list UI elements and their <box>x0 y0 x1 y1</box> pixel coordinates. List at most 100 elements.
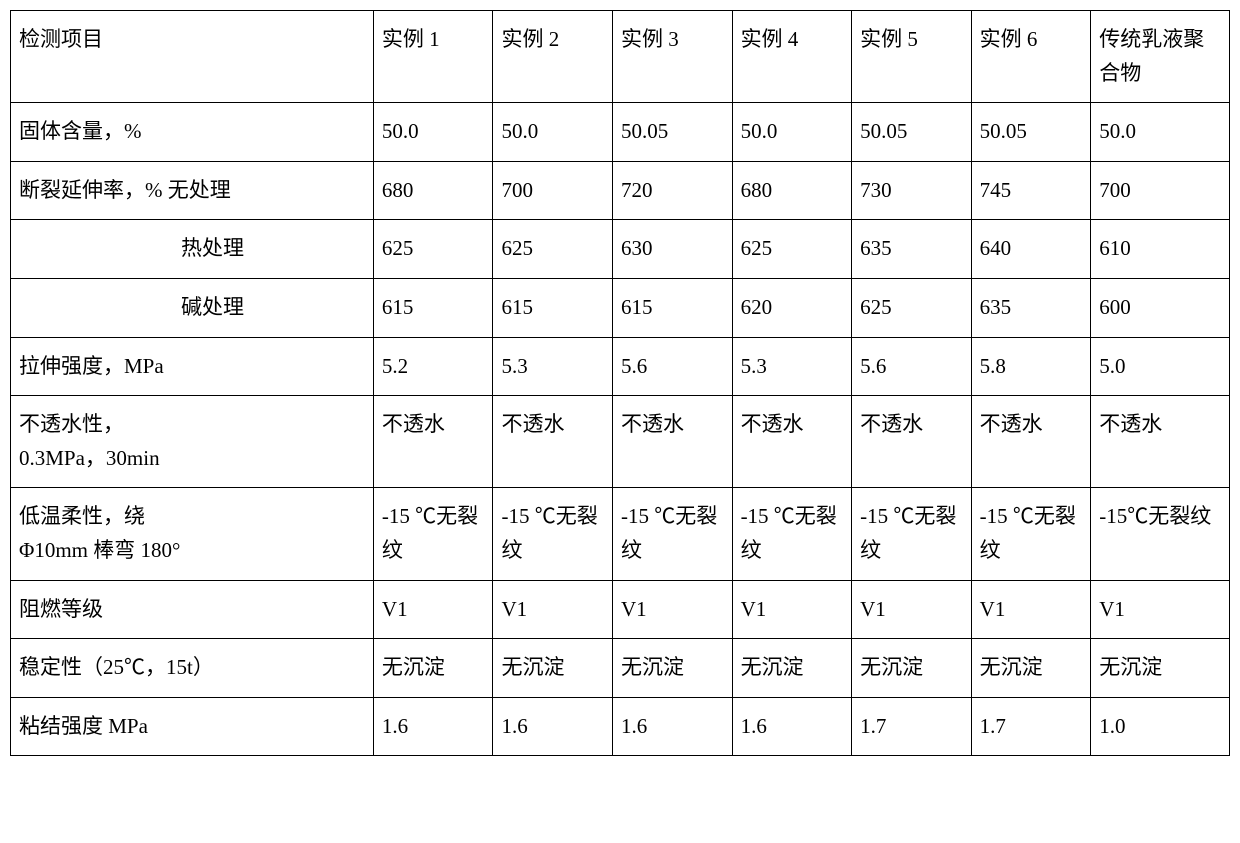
data-cell: 无沉淀 <box>373 639 493 698</box>
data-cell: V1 <box>852 580 972 639</box>
data-cell: 不透水 <box>493 396 613 488</box>
data-cell: 1.6 <box>493 697 613 756</box>
data-cell: 635 <box>971 278 1091 337</box>
row-label-cell: 碱处理 <box>11 278 374 337</box>
data-cell: 5.6 <box>613 337 733 396</box>
data-cell: 625 <box>732 220 852 279</box>
data-cell: V1 <box>732 580 852 639</box>
data-cell: 5.6 <box>852 337 972 396</box>
header-col-cell: 实例 6 <box>971 11 1091 103</box>
data-cell: 745 <box>971 161 1091 220</box>
data-cell: 720 <box>613 161 733 220</box>
table-header-row: 检测项目实例 1实例 2实例 3实例 4实例 5实例 6传统乳液聚合物 <box>11 11 1230 103</box>
data-cell: 610 <box>1091 220 1230 279</box>
data-table: 检测项目实例 1实例 2实例 3实例 4实例 5实例 6传统乳液聚合物固体含量，… <box>10 10 1230 756</box>
data-cell: 615 <box>613 278 733 337</box>
table-row: 热处理625625630625635640610 <box>11 220 1230 279</box>
data-cell: 1.7 <box>852 697 972 756</box>
header-col-cell: 实例 5 <box>852 11 972 103</box>
data-cell: -15℃无裂纹 <box>1091 488 1230 580</box>
data-cell: 50.0 <box>732 103 852 162</box>
data-cell: V1 <box>613 580 733 639</box>
data-cell: 1.6 <box>373 697 493 756</box>
data-cell: 50.05 <box>613 103 733 162</box>
data-cell: 无沉淀 <box>971 639 1091 698</box>
table-row: 阻燃等级V1V1V1V1V1V1V1 <box>11 580 1230 639</box>
data-cell: 5.0 <box>1091 337 1230 396</box>
data-cell: 无沉淀 <box>613 639 733 698</box>
data-cell: 615 <box>493 278 613 337</box>
table-row: 低温柔性，绕Φ10mm 棒弯 180°-15 ℃无裂纹-15 ℃无裂纹-15 ℃… <box>11 488 1230 580</box>
data-cell: 不透水 <box>732 396 852 488</box>
row-label-cell: 稳定性（25℃，15t） <box>11 639 374 698</box>
header-col-cell: 传统乳液聚合物 <box>1091 11 1230 103</box>
data-cell: 不透水 <box>852 396 972 488</box>
data-cell: 680 <box>732 161 852 220</box>
data-cell: 620 <box>732 278 852 337</box>
data-cell: 625 <box>373 220 493 279</box>
table-row: 粘结强度 MPa1.61.61.61.61.71.71.0 <box>11 697 1230 756</box>
row-label-cell: 固体含量，% <box>11 103 374 162</box>
data-cell: 5.3 <box>493 337 613 396</box>
table-row: 碱处理615615615620625635600 <box>11 278 1230 337</box>
data-cell: V1 <box>493 580 613 639</box>
data-cell: V1 <box>971 580 1091 639</box>
data-cell: 1.7 <box>971 697 1091 756</box>
data-cell: 5.8 <box>971 337 1091 396</box>
data-cell: V1 <box>373 580 493 639</box>
data-cell: V1 <box>1091 580 1230 639</box>
data-cell: 50.05 <box>852 103 972 162</box>
data-cell: -15 ℃无裂纹 <box>852 488 972 580</box>
data-cell: 625 <box>493 220 613 279</box>
data-cell: -15 ℃无裂纹 <box>732 488 852 580</box>
header-col-cell: 实例 1 <box>373 11 493 103</box>
data-cell: 1.6 <box>613 697 733 756</box>
table-row: 拉伸强度，MPa5.25.35.65.35.65.85.0 <box>11 337 1230 396</box>
table-body: 检测项目实例 1实例 2实例 3实例 4实例 5实例 6传统乳液聚合物固体含量，… <box>11 11 1230 756</box>
data-cell: -15 ℃无裂纹 <box>493 488 613 580</box>
data-cell: 不透水 <box>373 396 493 488</box>
row-label-cell: 粘结强度 MPa <box>11 697 374 756</box>
row-label-cell: 拉伸强度，MPa <box>11 337 374 396</box>
table-row: 断裂延伸率，% 无处理680700720680730745700 <box>11 161 1230 220</box>
data-cell: 5.2 <box>373 337 493 396</box>
data-cell: 635 <box>852 220 972 279</box>
data-cell: 615 <box>373 278 493 337</box>
row-label-cell: 阻燃等级 <box>11 580 374 639</box>
table-row: 固体含量，%50.050.050.0550.050.0550.0550.0 <box>11 103 1230 162</box>
data-cell: 700 <box>1091 161 1230 220</box>
data-cell: -15 ℃无裂纹 <box>373 488 493 580</box>
row-label-cell: 热处理 <box>11 220 374 279</box>
data-cell: 50.0 <box>373 103 493 162</box>
data-cell: 不透水 <box>613 396 733 488</box>
data-cell: 600 <box>1091 278 1230 337</box>
data-cell: 无沉淀 <box>1091 639 1230 698</box>
data-cell: 1.6 <box>732 697 852 756</box>
data-cell: 无沉淀 <box>852 639 972 698</box>
data-cell: 无沉淀 <box>732 639 852 698</box>
row-label-cell: 不透水性，0.3MPa，30min <box>11 396 374 488</box>
row-label-cell: 低温柔性，绕Φ10mm 棒弯 180° <box>11 488 374 580</box>
data-cell: 630 <box>613 220 733 279</box>
header-col-cell: 实例 3 <box>613 11 733 103</box>
table-row: 稳定性（25℃，15t）无沉淀无沉淀无沉淀无沉淀无沉淀无沉淀无沉淀 <box>11 639 1230 698</box>
data-cell: 50.0 <box>1091 103 1230 162</box>
data-cell: 640 <box>971 220 1091 279</box>
row-label-cell: 断裂延伸率，% 无处理 <box>11 161 374 220</box>
data-cell: 730 <box>852 161 972 220</box>
data-cell: 无沉淀 <box>493 639 613 698</box>
data-cell: 不透水 <box>971 396 1091 488</box>
header-col-cell: 实例 2 <box>493 11 613 103</box>
data-cell: 50.0 <box>493 103 613 162</box>
table-row: 不透水性，0.3MPa，30min不透水不透水不透水不透水不透水不透水不透水 <box>11 396 1230 488</box>
data-cell: -15 ℃无裂纹 <box>971 488 1091 580</box>
data-cell: 700 <box>493 161 613 220</box>
data-cell: 不透水 <box>1091 396 1230 488</box>
data-cell: -15 ℃无裂纹 <box>613 488 733 580</box>
data-cell: 5.3 <box>732 337 852 396</box>
data-cell: 680 <box>373 161 493 220</box>
header-label-cell: 检测项目 <box>11 11 374 103</box>
header-col-cell: 实例 4 <box>732 11 852 103</box>
data-cell: 625 <box>852 278 972 337</box>
data-cell: 50.05 <box>971 103 1091 162</box>
